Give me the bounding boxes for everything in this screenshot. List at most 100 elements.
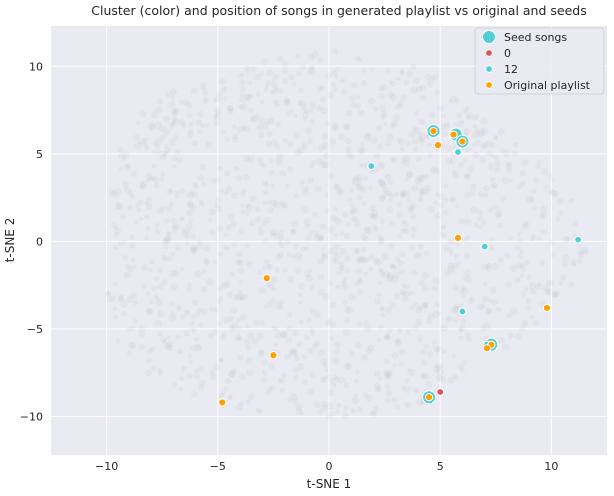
background-song-point <box>536 158 542 165</box>
background-song-point <box>214 95 222 103</box>
background-song-point <box>463 172 470 179</box>
background-song-point <box>166 340 174 348</box>
background-song-point <box>485 140 493 147</box>
background-song-point <box>163 115 171 123</box>
background-song-point <box>281 372 288 378</box>
background-song-point <box>558 210 564 216</box>
background-song-point <box>271 287 277 292</box>
background-song-point <box>352 175 359 183</box>
background-song-point <box>393 293 401 300</box>
background-song-point <box>222 316 231 324</box>
background-song-point <box>511 150 519 157</box>
background-song-point <box>412 302 419 308</box>
background-song-point <box>144 214 149 220</box>
background-song-point <box>431 277 440 285</box>
background-song-point <box>448 251 454 257</box>
background-song-point <box>282 137 289 144</box>
background-song-point <box>248 93 253 99</box>
background-song-point <box>555 216 561 222</box>
background-song-point <box>178 386 184 392</box>
background-song-point <box>360 79 368 87</box>
background-song-point <box>535 163 541 170</box>
background-song-point <box>438 363 444 369</box>
background-song-point <box>322 161 331 169</box>
background-song-point <box>166 335 172 341</box>
background-song-point <box>309 330 316 337</box>
background-song-point <box>181 229 188 235</box>
background-song-point <box>452 316 459 323</box>
background-song-point <box>225 224 232 231</box>
background-song-point <box>311 50 320 58</box>
background-song-point <box>196 238 203 245</box>
background-song-point <box>151 285 158 292</box>
background-song-point <box>171 222 179 229</box>
background-song-point <box>452 171 460 179</box>
background-song-point <box>390 120 398 128</box>
background-song-point <box>200 181 207 188</box>
background-song-point <box>191 140 198 147</box>
cluster-12-point <box>458 307 467 316</box>
background-song-point <box>400 385 406 391</box>
background-song-point <box>400 191 406 198</box>
background-song-point <box>380 83 389 91</box>
background-song-point <box>142 136 149 142</box>
background-song-point <box>270 297 276 303</box>
background-song-point <box>240 72 245 78</box>
background-song-point <box>342 123 349 130</box>
background-song-point <box>134 220 139 225</box>
background-song-point <box>489 286 497 294</box>
background-song-point <box>192 183 199 190</box>
background-song-point <box>414 389 420 394</box>
background-song-point <box>364 226 373 234</box>
background-song-point <box>353 378 360 384</box>
background-song-point <box>190 314 197 320</box>
background-song-point <box>267 117 276 125</box>
background-song-point <box>220 86 228 94</box>
background-song-point <box>419 372 427 380</box>
background-song-point <box>227 370 235 378</box>
background-song-point <box>337 188 345 196</box>
background-song-point <box>462 157 468 163</box>
background-song-point <box>576 243 583 250</box>
background-song-point <box>460 285 466 292</box>
background-song-point <box>256 269 263 276</box>
background-song-point <box>320 376 327 383</box>
background-song-point <box>464 218 472 226</box>
background-song-point <box>261 58 269 66</box>
background-song-point <box>229 220 237 228</box>
background-song-point <box>431 310 440 319</box>
background-song-point <box>228 315 235 322</box>
background-song-point <box>375 124 383 132</box>
background-song-point <box>455 242 461 247</box>
background-song-point <box>384 373 391 380</box>
background-song-point <box>271 77 276 82</box>
background-song-point <box>376 234 382 239</box>
background-song-point <box>305 274 313 282</box>
background-song-point <box>442 244 450 252</box>
background-song-point <box>562 236 570 244</box>
background-song-point <box>486 307 493 314</box>
background-song-point <box>536 236 542 241</box>
background-song-point <box>299 410 305 416</box>
background-song-point <box>300 206 309 214</box>
background-song-point <box>323 152 330 160</box>
legend-label: Seed songs <box>504 31 567 44</box>
background-song-point <box>481 263 489 271</box>
background-song-point <box>378 163 385 170</box>
background-song-point <box>163 236 170 243</box>
background-song-point <box>393 191 400 197</box>
background-song-point <box>480 142 487 149</box>
background-song-point <box>292 374 299 381</box>
background-song-point <box>307 176 315 184</box>
background-song-point <box>126 350 133 357</box>
background-song-point <box>188 218 194 224</box>
background-song-point <box>165 236 173 244</box>
background-song-point <box>157 369 164 377</box>
background-song-point <box>163 217 170 224</box>
background-song-point <box>545 288 553 295</box>
background-song-point <box>157 331 163 337</box>
background-song-point <box>376 337 382 344</box>
background-song-point <box>149 299 155 305</box>
background-song-point <box>542 284 550 293</box>
background-song-point <box>334 376 340 383</box>
